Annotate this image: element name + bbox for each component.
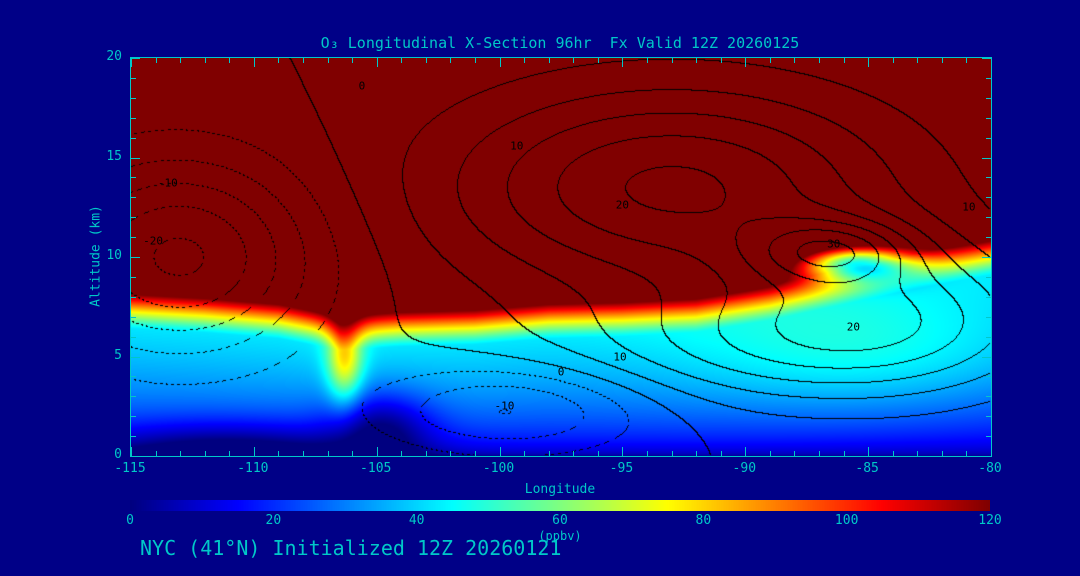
x-tick-label: -95 [609,461,634,476]
colorbar [130,500,990,511]
y-tick-label: 5 [114,347,122,363]
colorbar-tick-label: 100 [834,513,859,528]
y-tick-label: 20 [106,49,122,64]
colorbar-units: (ppbv) [538,529,582,543]
colorbar-tick-label: 80 [695,513,712,528]
x-tick-label: -85 [855,461,879,476]
axis-tick [991,58,992,67]
colorbar-tick-label: 0 [126,513,134,528]
x-axis-title: Longitude [524,482,596,497]
axis-tick [982,456,991,457]
colorbar-tick-label: 120 [978,513,1002,528]
colorbar-tick-label: 40 [408,513,425,528]
plot-area: -20 -10 0 10 20 30 10 20 10 0 -10 [130,57,992,457]
x-tick-label: -115 [114,461,146,476]
x-tick-label: -110 [237,461,269,476]
colorbar-tick-label: 60 [552,513,568,528]
x-tick-label: -105 [360,461,392,476]
colorbar-tick-label: 20 [265,513,282,528]
axis-tick [991,447,992,456]
filled-contour-canvas [131,58,991,456]
axis-tick [131,456,140,457]
y-tick-label: 10 [106,248,122,263]
x-tick-label: -100 [482,461,515,476]
init-info: NYC (41°N) Initialized 12Z 20260121 [140,536,562,560]
x-tick-label: -80 [978,461,1002,476]
x-tick-label: -90 [732,461,757,476]
y-tick-label: 0 [114,447,122,462]
y-tick-label: 15 [106,148,122,164]
chart-title: O₃ Longitudinal X-Section 96hr Fx Valid … [320,34,800,52]
